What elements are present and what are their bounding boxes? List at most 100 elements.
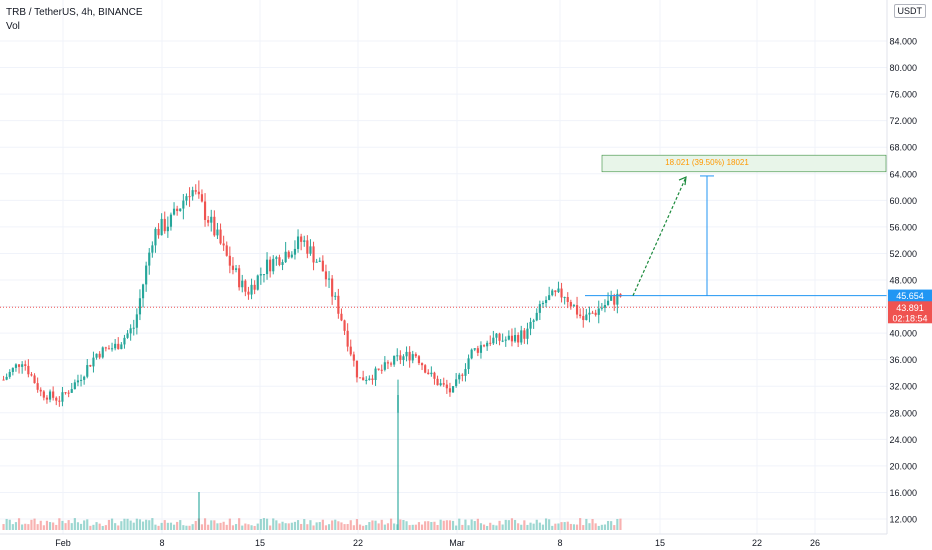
candle-body [572, 305, 576, 307]
candle-body [166, 226, 169, 232]
candle-body [507, 335, 510, 340]
candle-body [600, 307, 603, 309]
candle-body [575, 305, 579, 315]
volume-bar [430, 521, 433, 530]
price-tick-label: 64.000 [889, 169, 917, 179]
volume-bar [231, 525, 235, 530]
volume-bar [27, 524, 30, 530]
volume-bar [476, 518, 479, 530]
candle-body [278, 257, 281, 265]
candle-body [148, 252, 151, 266]
candle-body [613, 296, 616, 305]
candle-body [349, 346, 352, 355]
candle-body [582, 316, 585, 321]
volume-bar [11, 524, 14, 530]
volume-bar [95, 522, 98, 530]
candle-body [473, 348, 476, 350]
volume-bar [104, 525, 107, 530]
candle-body [5, 376, 8, 380]
volume-bar [383, 524, 386, 530]
volume-bar [200, 524, 204, 530]
candle-body [284, 251, 287, 263]
price-tick-label: 12.000 [889, 515, 917, 525]
volume-bar [219, 522, 222, 530]
candle-body [117, 343, 120, 350]
candle-body [424, 365, 427, 373]
candle-body [250, 284, 253, 295]
volume-bar [300, 523, 303, 530]
candle-body [408, 351, 411, 361]
candle-body [157, 228, 160, 236]
time-axis[interactable]: Feb 8 15 22 Mar 8 15 22 26 [0, 533, 887, 548]
volume-bar [194, 520, 197, 530]
candle-body [495, 333, 498, 338]
candle-body [55, 397, 58, 401]
candle-body [355, 360, 359, 378]
volume-bar [526, 524, 529, 530]
candle-body [377, 368, 380, 370]
level-price-badge [888, 289, 932, 302]
volume-bar [284, 523, 287, 530]
candle-body [510, 335, 514, 342]
price-tick-label: 20.000 [889, 461, 917, 471]
volume-bar [340, 522, 343, 530]
candle-body [101, 347, 104, 358]
volume-bar [402, 519, 405, 530]
volume-bar [563, 522, 566, 530]
candle-body [318, 260, 321, 262]
candle-body [104, 347, 107, 349]
candle-body [439, 383, 442, 386]
volume-spike [198, 492, 200, 530]
volume-bar [569, 523, 572, 530]
volume-bar [169, 522, 173, 530]
volume-bar [380, 519, 383, 530]
currency-unit-badge[interactable]: USDT [893, 4, 926, 18]
projection-arrow [632, 176, 687, 296]
volume-bar [24, 523, 27, 530]
candle-body [513, 335, 517, 342]
volume-bar [141, 521, 145, 530]
candle-body [358, 377, 362, 379]
volume-bar [451, 520, 455, 530]
candle-body [548, 295, 551, 300]
candle-body [482, 345, 486, 347]
candle-body [151, 245, 154, 253]
candle-body [188, 196, 191, 198]
candle-body [557, 288, 560, 293]
candle-body [380, 369, 383, 371]
candle-body [247, 291, 250, 295]
volume-bar [520, 524, 523, 530]
volume-bar [355, 519, 359, 530]
volume-bar [321, 519, 324, 530]
candle-body [281, 262, 284, 265]
candle-body [470, 349, 473, 359]
candle-body [70, 389, 73, 393]
candle-body [197, 191, 200, 195]
volume-bar [123, 518, 126, 530]
volume-bar [597, 525, 600, 530]
candle-body [92, 357, 95, 367]
volume-bar [225, 524, 228, 530]
volume-bar [551, 525, 554, 530]
volume-bar [86, 519, 89, 530]
candle-body [172, 208, 176, 215]
drawing-overlays[interactable]: 18.021 (39.50%) 18021 [0, 154, 887, 308]
candle-body [523, 330, 526, 339]
volume-bar [306, 524, 309, 530]
candle-body [207, 219, 210, 223]
volume-bar [290, 522, 293, 530]
candle-body [420, 363, 424, 366]
price-axis[interactable]: 12.000 16.000 20.000 24.000 28.000 32.000 36.0… [886, 0, 932, 534]
candle-body [262, 274, 266, 276]
volume-bar [244, 523, 247, 530]
candle-body [389, 363, 393, 365]
candle-body [45, 397, 49, 400]
volume-bar [114, 523, 117, 530]
candle-body [98, 353, 101, 358]
candle-body [383, 362, 386, 370]
volume-bar [132, 522, 135, 530]
volume-bar [287, 523, 290, 530]
volume-bar [160, 522, 163, 530]
candle-body [48, 391, 52, 400]
